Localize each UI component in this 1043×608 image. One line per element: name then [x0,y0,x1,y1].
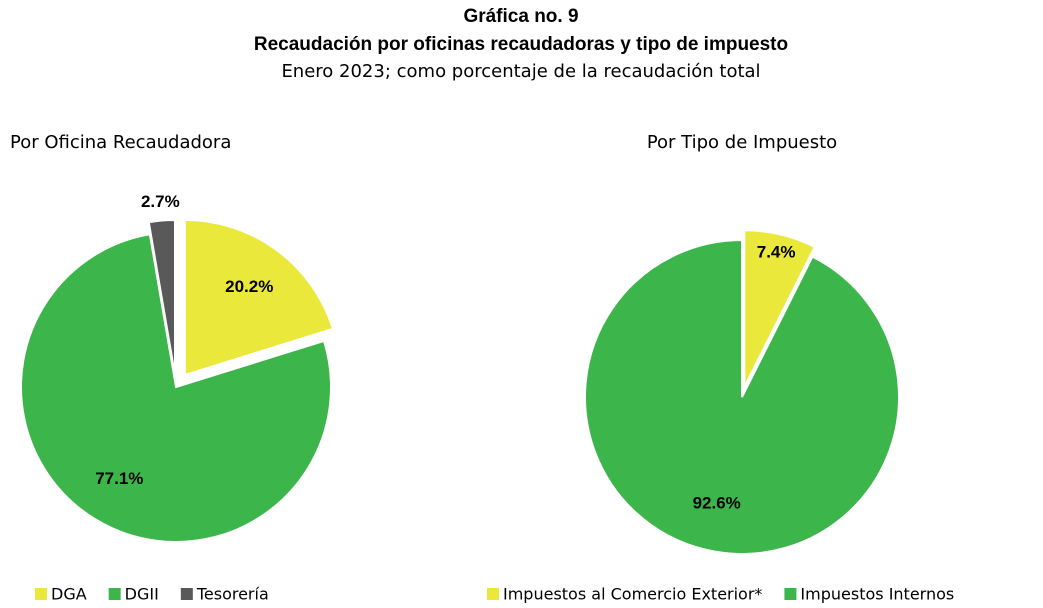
legend-label: DGA [51,585,87,604]
pie-title: Por Tipo de Impuesto [647,132,837,153]
chart-title: Recaudación por oficinas recaudadoras y … [254,34,788,55]
pie-slice [584,238,900,555]
data-label: 20.2% [225,277,273,296]
legend-label: Impuestos al Comercio Exterior* [503,585,762,604]
data-label: 2.7% [141,192,180,211]
pie-title: Por Oficina Recaudadora [10,132,231,153]
legend-swatch [35,588,47,600]
pie-slice [183,218,335,377]
data-label: 92.6% [693,493,741,512]
legend-label: DGII [125,585,159,604]
data-label: 77.1% [95,469,143,488]
pie-slice [147,219,176,376]
chart-title: Gráfica no. 9 [463,6,578,27]
chart-subtitle: Enero 2023; como porcentaje de la recaud… [281,61,760,82]
legend-swatch [784,588,797,600]
legend-label: Tesorería [196,585,269,604]
pie-slice [743,229,817,388]
legend-swatch [108,588,121,600]
legend-label: Impuestos Internos [800,585,954,604]
data-label: 7.4% [757,242,796,261]
pie-slice [20,233,332,543]
legend-swatch [180,588,193,600]
legend-swatch [487,588,499,600]
